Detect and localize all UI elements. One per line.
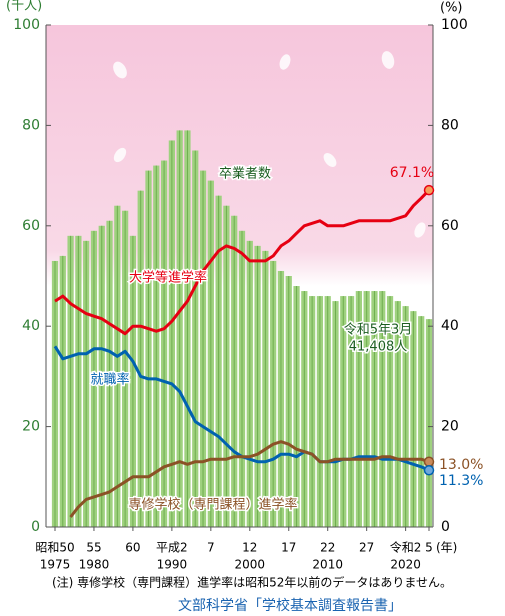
x-unit: (年) [436, 541, 457, 555]
x-tick-label: 27 [359, 541, 374, 555]
y-tick-label: 0 [31, 519, 40, 535]
x-tick-label-ad: 1980 [79, 558, 110, 572]
x-tick-label: 55 [86, 541, 101, 555]
annotation: 令和5年3月 [344, 323, 413, 338]
series-name: 卒業者数 [219, 166, 271, 182]
series-name: 専修学校（専門課程）進学率 [128, 497, 297, 513]
chart: (千人) (%) (注) 専修学校（専門課程）進学率は昭和52年以前のデータはあ… [0, 0, 505, 616]
y2-tick-label: 60 [441, 218, 459, 234]
y2-tick-label: 100 [441, 17, 468, 33]
x-tick-label: 60 [125, 541, 140, 555]
y-tick-label: 60 [22, 218, 40, 234]
series-name: 大学等進学率 [129, 270, 207, 286]
y-axis-label: (千人) [6, 0, 42, 14]
x-tick-label: 令和2 [390, 540, 422, 555]
end-point [425, 186, 434, 195]
x-tick-label: 平成2 [156, 541, 188, 555]
y-tick-label: 80 [22, 117, 40, 133]
y2-tick-label: 0 [441, 519, 450, 535]
note: (注) 専修学校（専門課程）進学率は昭和52年以前のデータはありません。 [52, 575, 452, 590]
y2-tick-label: 40 [441, 318, 459, 334]
x-tick-label: 5 [425, 541, 433, 555]
y2-tick-label: 80 [441, 117, 459, 133]
value-label: 13.0% [439, 457, 483, 473]
x-tick-label-ad: 1975 [40, 558, 71, 572]
x-tick-label: 17 [281, 541, 296, 555]
x-tick-label-ad: 2010 [312, 558, 343, 572]
x-tick-label-ad: 1990 [157, 558, 188, 572]
value-label: 11.3% [439, 473, 483, 489]
y2-tick-label: 20 [441, 419, 459, 435]
x-tick-label: 昭和50 [35, 541, 74, 555]
y-tick-label: 40 [22, 318, 40, 334]
x-tick-label: 7 [207, 541, 215, 555]
source: 文部科学省「学校基本調査報告書」 [178, 597, 402, 614]
series-name: 就職率 [90, 372, 129, 388]
x-tick-label-ad: 2020 [390, 558, 421, 572]
x-tick-label: 22 [320, 541, 335, 555]
y2-axis-label: (%) [440, 1, 463, 16]
value-label: 67.1% [390, 165, 434, 181]
x-tick-label: 12 [242, 541, 257, 555]
value-label: 41,408人 [349, 340, 408, 355]
end-point [425, 457, 434, 466]
y-tick-label: 100 [13, 17, 40, 33]
end-point [425, 466, 434, 475]
y-tick-label: 20 [22, 419, 40, 435]
x-tick-label-ad: 2000 [235, 558, 266, 572]
